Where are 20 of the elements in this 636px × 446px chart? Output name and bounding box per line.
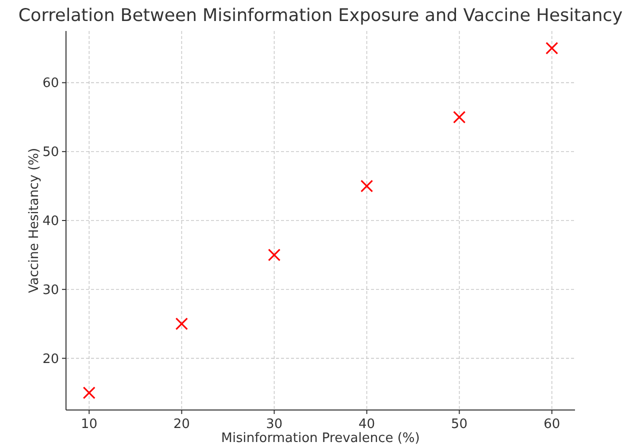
x-tick-label: 60 (544, 417, 560, 432)
point (360, 180, 374, 192)
y-tick-label: 40 (42, 214, 59, 230)
x-axis-title: Misinformation Prevalence (%) (221, 431, 420, 446)
x-tick-label: 20 (173, 417, 190, 432)
point (546, 42, 558, 55)
point (82, 386, 96, 400)
x-tick-label: 30 (266, 417, 282, 432)
x-tick-label: 10 (80, 417, 98, 432)
point (268, 248, 281, 262)
y-axis-title: Vaccine Hesitancy (%) (27, 148, 42, 294)
x-tick-label: 50 (451, 417, 468, 432)
x-tick-label: 40 (358, 417, 376, 432)
y-tick-label: 30 (42, 282, 59, 298)
chart-title: Correlation Between Misinformation Exposure and Vaccine Hesitancy (18, 6, 623, 26)
y-tick-label: 60 (42, 76, 59, 92)
y-tick-label: 20 (42, 352, 59, 367)
y-tick-label: 50 (42, 145, 59, 160)
point (175, 318, 188, 330)
point (453, 110, 466, 124)
